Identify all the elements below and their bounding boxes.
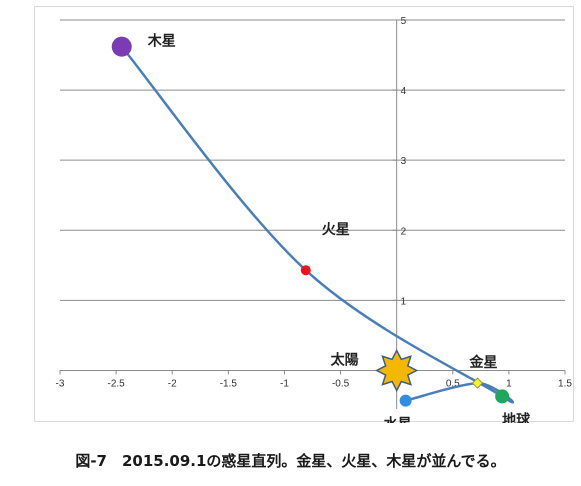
x-tick-label: -3	[56, 378, 65, 389]
x-tick-label: 1.5	[558, 378, 572, 389]
orbit-curve	[120, 45, 515, 404]
y-tick-label: 1	[401, 296, 407, 307]
x-tick-label: -0.5	[332, 378, 350, 389]
planet-points	[111, 36, 510, 407]
x-tick-label: 0.5	[446, 378, 460, 389]
planet-label: 太陽	[331, 351, 359, 368]
y-tick-label: 3	[401, 156, 407, 167]
planet-marker-5	[111, 36, 132, 57]
planet-marker-1	[399, 394, 412, 407]
planet-label: 地球	[502, 411, 531, 423]
y-tick-label: 2	[401, 226, 407, 237]
planet-label: 木星	[147, 33, 176, 50]
x-tick-label: -2.5	[107, 378, 125, 389]
x-tick-label: -1.5	[220, 378, 238, 389]
orbit-line	[120, 45, 515, 404]
sun-star-marker	[375, 348, 419, 393]
y-tick-label: 5	[401, 16, 407, 27]
planet-label: 金星	[468, 354, 497, 371]
x-tick-label: 1	[506, 378, 512, 389]
venus-diamond-marker	[471, 377, 484, 389]
figure-caption: 図-7 2015.09.1の惑星直列。金星、火星、木星が並んでる。	[75, 452, 506, 470]
planet-marker-4	[300, 265, 311, 276]
x-tick-label: -1	[280, 378, 289, 389]
x-tick-label: -2	[168, 378, 177, 389]
planet-marker-3	[495, 389, 510, 404]
y-tick-label: 4	[401, 86, 407, 97]
gridlines	[60, 19, 565, 301]
planet-label: 火星	[322, 222, 350, 238]
planet-label: 水星	[384, 416, 412, 423]
